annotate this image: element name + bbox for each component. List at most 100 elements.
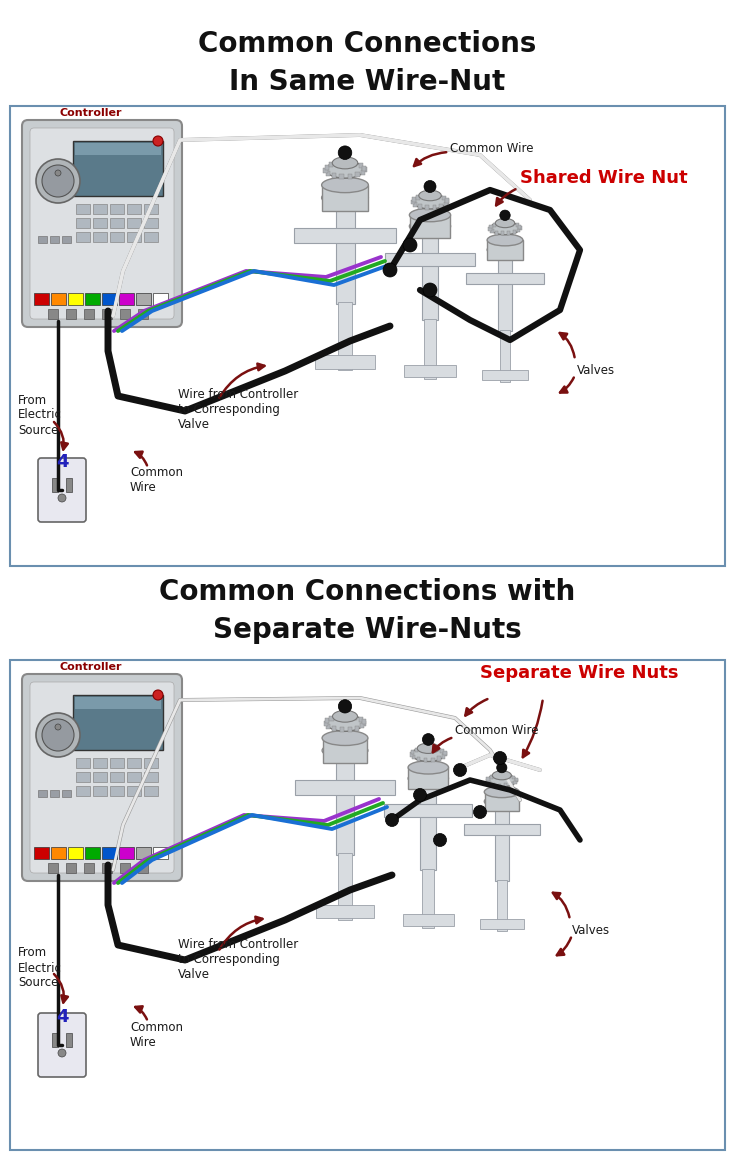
Bar — [497, 880, 507, 931]
Bar — [110, 204, 124, 214]
Bar — [10, 660, 725, 1150]
Text: Valves: Valves — [577, 363, 615, 376]
Text: Wire from Controller
to Corresponding
Valve: Wire from Controller to Corresponding Va… — [178, 939, 298, 981]
Bar — [153, 847, 168, 858]
Bar — [324, 721, 328, 726]
Bar — [423, 758, 427, 763]
Bar — [340, 726, 344, 732]
Bar — [336, 202, 355, 304]
Bar — [348, 726, 352, 732]
FancyArrowPatch shape — [54, 974, 68, 1002]
Ellipse shape — [490, 222, 520, 235]
Bar — [110, 786, 124, 797]
Bar — [102, 863, 112, 872]
Bar — [76, 232, 90, 242]
FancyArrowPatch shape — [553, 892, 570, 917]
Bar — [500, 329, 510, 382]
Bar — [332, 726, 336, 731]
Circle shape — [42, 719, 74, 751]
FancyBboxPatch shape — [30, 682, 174, 872]
Bar — [119, 847, 134, 858]
Bar — [73, 695, 163, 750]
Bar — [516, 223, 519, 228]
Bar — [50, 236, 59, 243]
Bar — [437, 757, 441, 760]
Bar — [120, 863, 130, 872]
Bar — [84, 863, 94, 872]
Bar — [514, 779, 518, 783]
Bar — [403, 915, 454, 926]
Bar — [38, 790, 47, 797]
Bar — [412, 755, 415, 759]
Bar — [127, 786, 141, 797]
Bar — [295, 780, 395, 794]
Bar — [411, 200, 415, 204]
Bar — [66, 1033, 72, 1047]
Bar — [51, 847, 66, 858]
Ellipse shape — [484, 795, 520, 807]
Bar — [409, 215, 451, 237]
Bar — [316, 904, 374, 918]
Bar — [495, 805, 509, 881]
FancyArrowPatch shape — [135, 1007, 147, 1020]
Bar — [93, 772, 107, 783]
Ellipse shape — [322, 730, 368, 745]
Bar — [416, 195, 420, 200]
Bar — [323, 168, 328, 173]
Bar — [93, 758, 107, 769]
Text: 4: 4 — [56, 453, 68, 471]
Text: From
Electric
Source: From Electric Source — [18, 394, 62, 437]
Bar — [338, 303, 352, 370]
Bar — [127, 204, 141, 214]
Bar — [501, 231, 504, 236]
Bar — [353, 161, 357, 166]
Bar — [445, 199, 449, 203]
Bar — [294, 228, 396, 243]
Bar — [517, 229, 520, 232]
Bar — [127, 218, 141, 228]
Bar — [492, 783, 495, 786]
Bar — [361, 171, 365, 175]
Bar — [466, 272, 544, 284]
Bar — [443, 752, 447, 757]
Circle shape — [42, 165, 74, 197]
Ellipse shape — [322, 743, 368, 758]
Circle shape — [500, 210, 510, 221]
Bar — [415, 748, 418, 752]
Bar — [326, 171, 330, 175]
Bar — [85, 847, 100, 858]
Bar — [486, 779, 489, 783]
Bar — [50, 790, 59, 797]
Bar — [440, 204, 443, 208]
Bar — [75, 142, 161, 155]
Bar — [418, 204, 422, 209]
Bar — [444, 202, 448, 207]
Ellipse shape — [417, 743, 440, 753]
Bar — [504, 784, 507, 787]
Bar — [136, 293, 151, 305]
Bar — [10, 106, 725, 566]
Bar — [492, 223, 496, 227]
Bar — [110, 758, 124, 769]
Bar — [76, 772, 90, 783]
Bar — [110, 772, 124, 783]
Circle shape — [338, 700, 351, 712]
Bar — [514, 780, 517, 785]
FancyArrowPatch shape — [135, 452, 147, 465]
Bar — [411, 750, 415, 755]
Bar — [420, 783, 437, 870]
Bar — [422, 194, 426, 199]
Bar — [76, 786, 90, 797]
Bar — [48, 310, 58, 319]
Bar — [511, 222, 514, 225]
Bar — [110, 218, 124, 228]
Bar — [144, 232, 158, 242]
Ellipse shape — [332, 710, 357, 722]
Bar — [127, 758, 141, 769]
FancyArrowPatch shape — [560, 377, 574, 392]
FancyArrowPatch shape — [496, 189, 515, 206]
Bar — [359, 164, 363, 168]
Bar — [423, 869, 434, 927]
Bar — [443, 751, 447, 756]
FancyBboxPatch shape — [22, 674, 182, 881]
